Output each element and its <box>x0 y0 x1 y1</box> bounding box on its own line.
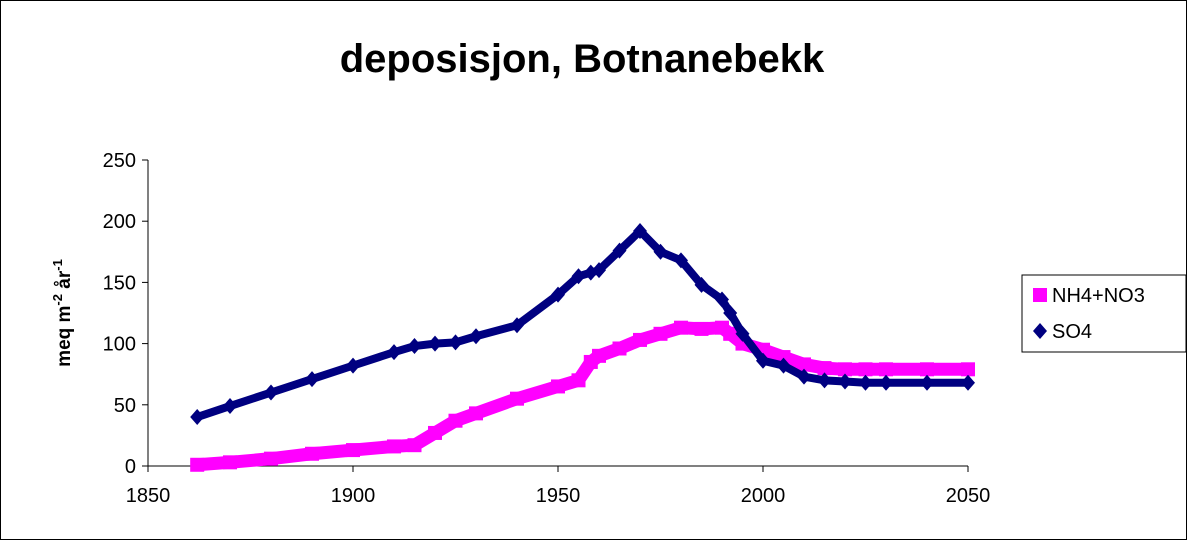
data-point <box>571 373 586 388</box>
legend-marker <box>1033 288 1047 302</box>
y-tick-label: 50 <box>114 395 136 417</box>
data-point <box>448 334 463 351</box>
data-point <box>190 457 205 472</box>
data-point <box>346 357 360 374</box>
chart-title: deposisjon, Botnanebekk <box>340 37 825 81</box>
legend-label: SO4 <box>1052 321 1092 343</box>
data-point <box>961 374 975 391</box>
data-point <box>653 326 668 341</box>
y-tick-label: 200 <box>103 211 136 233</box>
y-label-exponent: -1 <box>50 259 65 271</box>
data-point <box>510 317 524 334</box>
data-point <box>715 291 729 308</box>
data-point <box>469 328 483 345</box>
y-tick-label: 150 <box>103 272 136 294</box>
y-tick-label: 100 <box>103 334 136 356</box>
data-point <box>264 384 278 401</box>
data-point <box>223 398 237 415</box>
data-point <box>858 362 873 377</box>
data-point <box>387 344 401 361</box>
y-tick-label: 250 <box>103 150 136 172</box>
data-point <box>694 321 709 336</box>
data-point <box>551 379 565 394</box>
data-point <box>797 368 811 385</box>
data-point <box>723 305 738 321</box>
data-point <box>407 338 422 355</box>
data-point <box>551 286 565 303</box>
data-point <box>633 332 647 347</box>
data-point <box>756 352 770 369</box>
x-tick-label: 1850 <box>126 485 171 507</box>
data-point <box>571 268 586 285</box>
data-point <box>838 362 852 377</box>
data-point <box>694 276 709 293</box>
data-point <box>592 262 606 279</box>
data-point <box>776 357 791 374</box>
data-point <box>305 371 319 388</box>
data-point <box>612 341 627 356</box>
data-point <box>346 443 360 458</box>
data-point <box>838 373 852 390</box>
data-point <box>428 335 442 352</box>
y-label-part: meq m <box>54 306 75 367</box>
data-point <box>674 252 688 269</box>
data-point <box>633 222 647 239</box>
data-point <box>879 362 893 377</box>
x-tick-label: 1900 <box>331 485 376 507</box>
legend-box <box>1021 274 1187 353</box>
data-point <box>612 242 627 259</box>
x-tick-label: 2050 <box>946 485 991 507</box>
x-tick-label: 2000 <box>741 485 786 507</box>
data-point <box>920 362 934 377</box>
y-axis-label: meq m-2 år-1 <box>50 259 75 367</box>
data-point <box>407 438 422 453</box>
data-point <box>428 425 442 440</box>
data-point <box>592 348 606 363</box>
data-point <box>387 439 401 454</box>
y-tick-label: 0 <box>125 456 136 478</box>
data-point <box>223 455 237 470</box>
data-point <box>920 374 934 391</box>
data-point <box>776 350 791 365</box>
y-label-exponent: -2 <box>50 294 65 306</box>
data-point <box>264 451 278 466</box>
data-point <box>674 320 688 335</box>
data-point <box>469 406 483 421</box>
data-point <box>817 372 832 389</box>
legend-label: NH4+NO3 <box>1052 285 1145 307</box>
data-point <box>797 357 811 372</box>
y-label-part: år <box>54 270 75 294</box>
data-point <box>448 413 463 428</box>
data-point <box>858 374 873 391</box>
x-tick-label: 1950 <box>536 485 581 507</box>
data-point <box>190 409 205 426</box>
data-point <box>723 326 738 341</box>
data-point <box>305 446 319 461</box>
data-point <box>653 243 668 260</box>
data-point <box>510 391 524 406</box>
legend-marker <box>1033 323 1047 339</box>
data-point <box>735 325 750 342</box>
data-point <box>961 362 975 377</box>
data-point <box>879 374 893 391</box>
data-point <box>817 361 832 376</box>
